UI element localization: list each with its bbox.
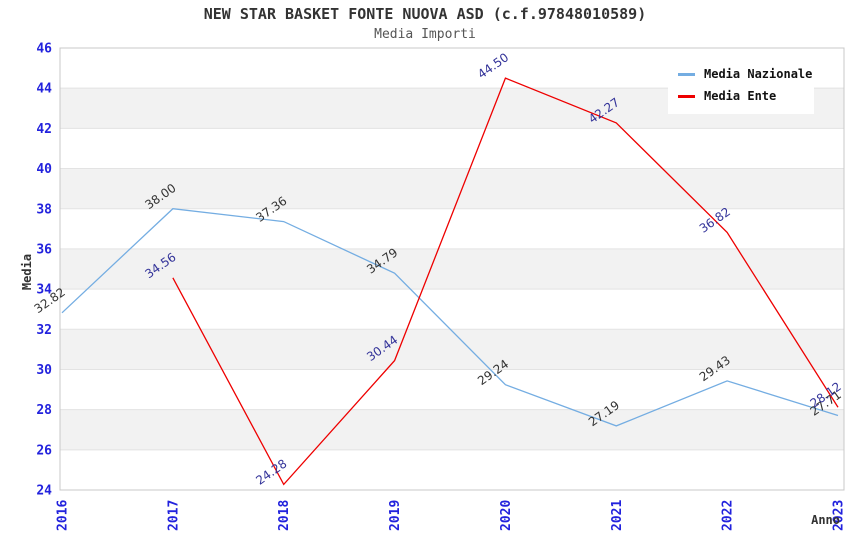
series-line-media-ente: [172, 77, 839, 486]
x-axis-title: Anno: [811, 513, 840, 527]
y-tick-label: 42: [36, 122, 52, 137]
y-tick-label: 28: [36, 403, 52, 418]
y-tick-label: 30: [36, 363, 52, 378]
grid-band: [60, 409, 844, 450]
x-tick-label: 2021: [610, 500, 625, 531]
plot-frame: [59, 47, 845, 491]
series-line-media-nazionale: [61, 208, 839, 427]
y-tick-label: 34: [36, 283, 52, 298]
legend-label: Media Ente: [704, 89, 777, 103]
x-tick-label: 2017: [166, 500, 181, 531]
y-tick-label: 36: [36, 242, 52, 257]
legend-item-media-ente: Media Ente: [678, 85, 806, 107]
y-tick-label: 46: [36, 42, 52, 57]
x-tick-label: 2019: [388, 500, 403, 531]
x-tick-label: 2020: [499, 500, 514, 531]
grid-band: [60, 329, 844, 370]
y-axis-title: Media: [20, 253, 34, 291]
legend-swatch-blue-line-icon: [678, 72, 695, 76]
data-point-label: 36.82: [697, 205, 733, 236]
y-tick-label: 26: [36, 443, 52, 458]
grid-band: [60, 248, 844, 290]
y-tick-label: 44: [36, 82, 52, 97]
y-tick-label: 32: [36, 323, 52, 338]
y-tick-label: 40: [36, 162, 52, 177]
chart-subtitle: Media Importi: [374, 27, 476, 42]
x-tick-label: 2023: [832, 500, 847, 531]
grid-band: [60, 168, 844, 209]
data-point-label: 44.50: [475, 50, 511, 81]
x-tick-label: 2022: [721, 500, 736, 531]
y-tick-label: 38: [36, 202, 52, 217]
chart-title: NEW STAR BASKET FONTE NUOVA ASD (c.f.978…: [203, 5, 647, 23]
legend-label: Media Nazionale: [704, 67, 813, 81]
chart-legend: Media Nazionale Media Ente: [668, 56, 814, 114]
x-tick-label: 2016: [56, 500, 71, 531]
legend-swatch-red-line-icon: [678, 94, 695, 98]
y-tick-label: 24: [36, 484, 52, 499]
x-tick-label: 2018: [277, 500, 292, 531]
legend-item-media-nazionale: Media Nazionale: [678, 63, 812, 85]
